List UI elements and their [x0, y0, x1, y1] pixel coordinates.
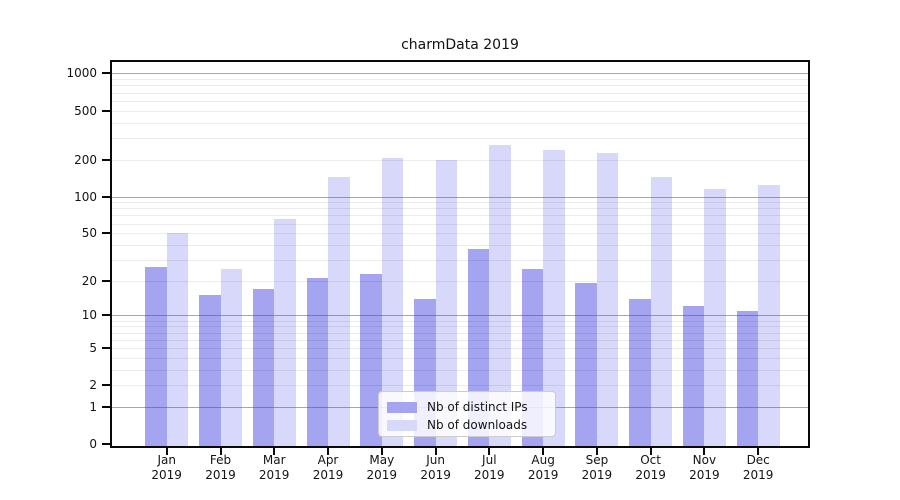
legend-label-distinct-ips: Nb of distinct IPs — [427, 400, 528, 414]
year-label: 2019 — [420, 468, 451, 482]
y-tick-50 — [102, 232, 110, 235]
year-label: 2019 — [366, 468, 398, 482]
x-tick-label-dec: Dec 2019 — [728, 453, 788, 483]
year-label: 2019 — [581, 468, 613, 482]
legend-swatch-downloads — [387, 419, 417, 431]
x-tick-may — [380, 448, 383, 455]
legend-item-downloads: Nb of downloads — [387, 416, 547, 434]
x-tick-label-sep: Sep 2019 — [567, 453, 627, 483]
year-label: 2019 — [474, 468, 505, 482]
x-tick-apr — [327, 448, 329, 455]
month-label: Mar — [262, 453, 286, 467]
y-tick-1000 — [102, 72, 110, 75]
y-tick-label-100: 100 — [74, 189, 97, 204]
year-label: 2019 — [527, 468, 559, 482]
x-tick-feb — [219, 448, 222, 455]
chart-title: charmData 2019 — [401, 37, 519, 53]
month-label: Aug — [531, 453, 555, 467]
year-label: 2019 — [151, 468, 182, 482]
x-tick-jul — [488, 448, 491, 455]
y-tick-label-0: 0 — [89, 437, 97, 451]
y-tick-200 — [102, 158, 110, 161]
month-label: May — [369, 453, 395, 467]
x-tick-dec — [757, 448, 760, 455]
month-label: Jul — [482, 453, 497, 467]
year-label: 2019 — [742, 468, 774, 482]
month-label: Oct — [640, 453, 661, 467]
x-tick-aug — [542, 448, 545, 455]
x-tick-sep — [595, 448, 598, 455]
year-label: 2019 — [258, 468, 290, 482]
y-tick-label-2: 2 — [89, 378, 97, 393]
y-tick-500 — [102, 109, 110, 112]
year-label: 2019 — [635, 468, 666, 482]
x-tick-label-apr: Apr 2019 — [298, 453, 358, 483]
x-tick-mar — [273, 448, 276, 455]
month-label: Dec — [746, 453, 770, 467]
x-tick-label-jul: Jul 2019 — [459, 453, 519, 483]
month-label: Apr — [317, 453, 339, 467]
month-label: Sep — [585, 453, 609, 467]
x-tick-label-oct: Oct 2019 — [621, 453, 681, 483]
legend: Nb of distinct IPs Nb of downloads — [378, 391, 556, 437]
y-tick-label-20: 20 — [81, 273, 97, 288]
y-tick-label-1: 1 — [89, 399, 97, 414]
x-tick-label-jan: Jan 2019 — [137, 453, 197, 483]
x-tick-label-mar: Mar 2019 — [244, 453, 304, 483]
y-tick-100 — [102, 195, 110, 198]
x-tick-nov — [703, 448, 706, 455]
month-label: Feb — [209, 453, 232, 467]
y-tick-1 — [102, 405, 110, 408]
x-tick-jan — [165, 448, 168, 455]
legend-swatch-distinct-ips — [387, 401, 417, 413]
x-tick-label-nov: Nov 2019 — [674, 453, 734, 483]
y-tick-5 — [102, 346, 110, 349]
y-tick-label-500: 500 — [74, 103, 97, 118]
y-tick-label-50: 50 — [81, 226, 97, 241]
y-tick-2 — [102, 384, 110, 387]
year-label: 2019 — [312, 468, 344, 482]
legend-item-distinct-ips: Nb of distinct IPs — [387, 398, 547, 416]
x-tick-jun — [434, 448, 437, 455]
y-tick-label-5: 5 — [89, 340, 97, 355]
y-tick-label-1000: 1000 — [66, 66, 97, 81]
y-tick-label-200: 200 — [74, 152, 97, 167]
x-tick-label-may: May 2019 — [352, 453, 412, 483]
y-tick-label-10: 10 — [81, 308, 97, 323]
year-label: 2019 — [205, 468, 236, 482]
year-label: 2019 — [689, 468, 720, 482]
x-tick-oct — [649, 448, 652, 455]
y-tick-20 — [102, 279, 110, 282]
x-tick-label-jun: Jun 2019 — [406, 453, 466, 483]
month-label: Nov — [692, 453, 717, 467]
month-label: Jun — [426, 453, 445, 467]
y-tick-0 — [102, 443, 110, 445]
x-tick-label-aug: Aug 2019 — [513, 453, 573, 483]
plot-area-spines — [110, 60, 810, 448]
month-label: Jan — [157, 453, 176, 467]
legend-label-downloads: Nb of downloads — [427, 418, 528, 432]
x-tick-label-feb: Feb 2019 — [191, 453, 251, 483]
y-tick-10 — [102, 314, 110, 317]
